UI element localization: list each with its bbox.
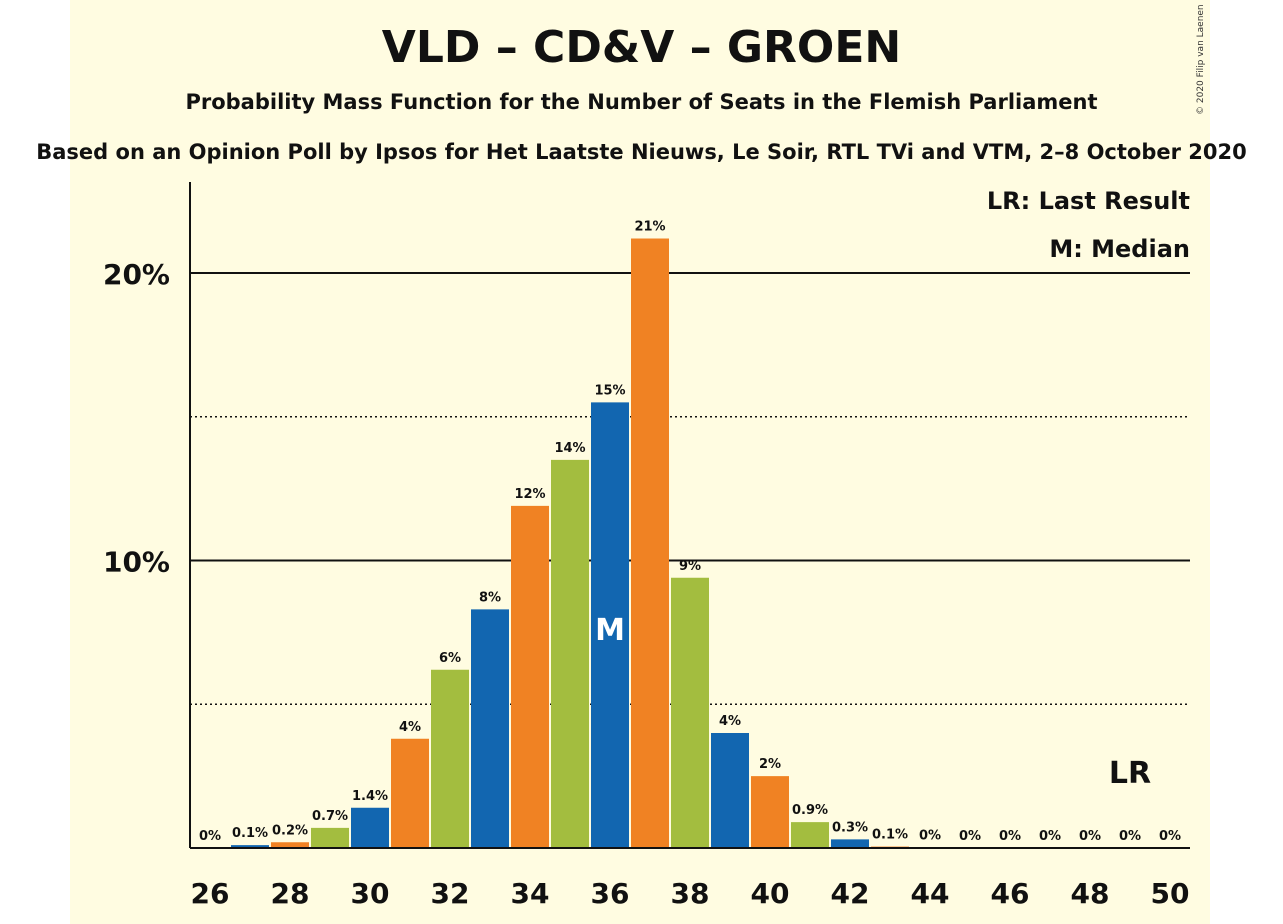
bar-value-label: 1.4% <box>352 789 388 804</box>
bar-value-label: 0% <box>1079 829 1101 844</box>
x-tick-label: 30 <box>351 877 390 910</box>
bar-value-label: 14% <box>554 441 585 456</box>
y-tick-label: 10% <box>103 546 170 579</box>
bar-value-label: 0% <box>1039 829 1061 844</box>
bar-value-label: 0.3% <box>832 820 868 835</box>
bar-value-label: 0% <box>999 829 1021 844</box>
bar-value-label: 8% <box>479 590 501 605</box>
bar-seats-34 <box>511 505 549 848</box>
bar-seats-33 <box>471 609 509 848</box>
bar-value-label: 0% <box>919 828 941 843</box>
x-tick-label: 34 <box>511 877 550 910</box>
bar-value-label: 4% <box>719 714 741 729</box>
bar-value-label: 0% <box>1159 829 1181 844</box>
bar-value-label: 2% <box>759 757 781 772</box>
chart-subtitle: Probability Mass Function for the Number… <box>185 90 1098 114</box>
bar-value-label: 0.9% <box>792 803 828 818</box>
x-tick-label: 38 <box>671 877 710 910</box>
x-tick-label: 28 <box>271 877 310 910</box>
x-tick-label: 32 <box>431 877 470 910</box>
x-tick-label: 26 <box>191 877 230 910</box>
x-tick-label: 40 <box>751 877 790 910</box>
legend-median: M: Median <box>1049 235 1190 263</box>
x-tick-label: 48 <box>1071 877 1110 910</box>
bar-seats-32 <box>431 669 469 848</box>
bar-seats-38 <box>671 577 709 848</box>
bar-seats-27 <box>231 845 269 848</box>
bar-value-label: 0% <box>199 829 221 844</box>
x-tick-label: 42 <box>831 877 870 910</box>
bar-seats-37 <box>631 238 669 848</box>
bar-seats-39 <box>711 733 749 848</box>
bar-value-label: 0.2% <box>272 823 308 838</box>
bar-seats-31 <box>391 738 429 848</box>
bar-value-label: 12% <box>514 487 545 502</box>
x-tick-label: 36 <box>591 877 630 910</box>
bar-value-label: 0.1% <box>232 826 268 841</box>
bar-seats-42 <box>831 839 869 848</box>
bar-value-label: 4% <box>399 720 421 735</box>
bar-seats-29 <box>311 827 349 848</box>
chart-title: VLD – CD&V – GROEN <box>381 22 902 73</box>
chart-source: Based on an Opinion Poll by Ipsos for He… <box>36 140 1247 164</box>
x-tick-label: 50 <box>1151 877 1190 910</box>
bar-seats-36 <box>591 402 629 848</box>
x-tick-label: 44 <box>911 877 950 910</box>
bar-value-label: 15% <box>594 383 625 398</box>
legend-backdrop <box>1040 230 1190 262</box>
bar-value-label: 0.1% <box>872 828 908 843</box>
bar-value-label: 0% <box>1119 829 1141 844</box>
bar-seats-30 <box>351 807 389 848</box>
bar-seats-35 <box>551 459 589 848</box>
x-tick-label: 46 <box>991 877 1030 910</box>
bar-value-label: 0.7% <box>312 809 348 824</box>
bar-value-label: 21% <box>634 220 665 235</box>
bar-value-label: 0% <box>959 829 981 844</box>
bar-value-label: 9% <box>679 559 701 574</box>
last-result-marker: LR <box>1109 756 1151 791</box>
bar-seats-28 <box>271 842 309 848</box>
median-marker: M <box>595 613 625 648</box>
bar-value-label: 6% <box>439 651 461 666</box>
bar-seats-40 <box>751 776 789 848</box>
bar-seats-41 <box>791 822 829 848</box>
legend-last-result: LR: Last Result <box>987 187 1190 215</box>
y-tick-label: 20% <box>103 258 170 291</box>
